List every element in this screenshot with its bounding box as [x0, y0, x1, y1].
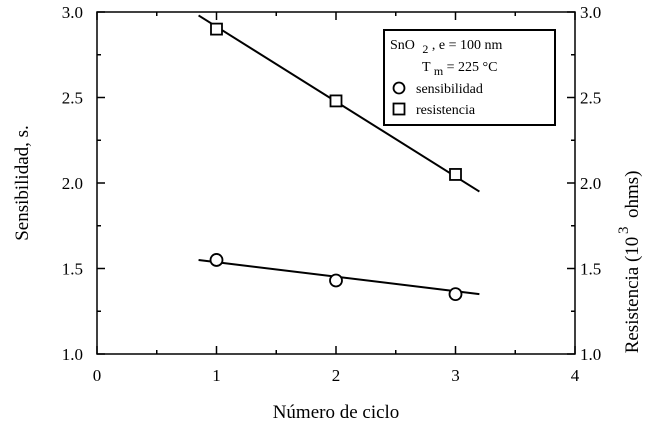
right-y-tick-label: 2.0 [580, 174, 601, 193]
legend-material-subscript: 2 [422, 42, 428, 56]
right-y-axis-title: Resistencia (10 3 ohms) [616, 171, 643, 354]
left-y-tick-label: 2.0 [62, 174, 83, 193]
legend-box [383, 29, 556, 126]
left-y-tick-label: 3.0 [62, 3, 83, 22]
x-tick-label: 0 [93, 366, 102, 385]
legend-material: SnO [390, 38, 415, 53]
left-y-tick-label: 1.5 [62, 260, 83, 279]
resistencia-point [329, 94, 343, 108]
legend: SnO 2 , e = 100 nm T m = 225 °C sensibil… [383, 29, 556, 126]
x-tick-label: 2 [332, 366, 341, 385]
x-tick-label: 3 [451, 366, 460, 385]
x-tick-label: 1 [212, 366, 221, 385]
left-y-tick-label: 1.0 [62, 345, 83, 364]
resistencia-point [210, 22, 223, 36]
left-y-axis-title: Sensibilidad, s. [12, 125, 33, 241]
data-points [209, 22, 463, 302]
right-y-tick-label: 1.5 [580, 260, 601, 279]
sensibilidad-point [448, 287, 463, 302]
legend-line-1: SnO 2 , e = 100 nm [390, 38, 503, 57]
axis-ticks [96, 11, 576, 355]
legend-square-marker [392, 102, 406, 116]
legend-temperature-symbol: T [422, 60, 431, 75]
right-y-axis-title-main: Resistencia (10 [622, 237, 643, 354]
legend-entry-resistencia: resistencia [416, 103, 476, 118]
legend-line-2: T m = 225 °C [422, 60, 498, 79]
legend-thickness: , e = 100 nm [432, 38, 503, 53]
x-axis-title: Número de ciclo [273, 402, 400, 423]
legend-temperature-subscript: m [434, 64, 444, 78]
right-y-tick-label: 1.0 [580, 345, 601, 364]
left-y-tick-label: 2.5 [62, 89, 83, 108]
sensibilidad-point [209, 253, 224, 267]
right-y-tick-label: 3.0 [580, 3, 601, 22]
right-y-axis-title-unit: ohms) [622, 171, 643, 219]
sensibilidad-point [329, 273, 343, 288]
legend-temperature-value: = 225 °C [447, 60, 498, 75]
right-y-tick-label: 2.5 [580, 89, 601, 108]
x-tick-label: 4 [571, 366, 580, 385]
legend-entry-sensibilidad: sensibilidad [416, 82, 483, 97]
tick-labels: 0 1 2 3 41.0 1.01.5 1.52.0 2.02.5 2.53.0 3.0 [62, 3, 602, 385]
legend-circle-marker [392, 81, 406, 95]
right-y-axis-title-exponent: 3 [616, 227, 632, 235]
resistencia-point [449, 168, 462, 181]
